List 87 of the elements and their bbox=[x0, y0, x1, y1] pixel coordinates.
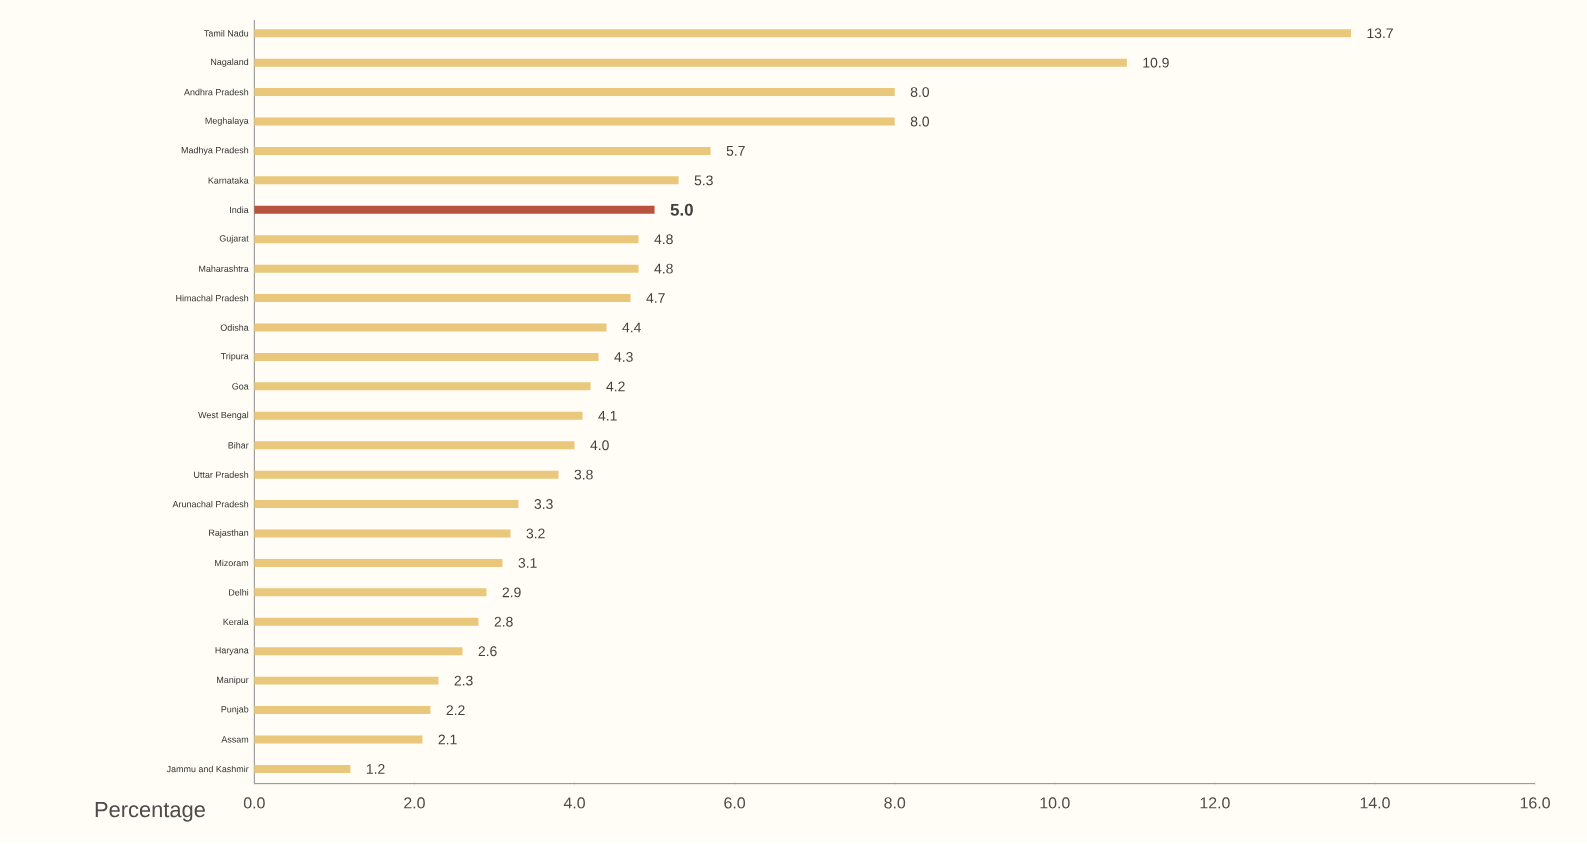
y-tick-label: Himachal Pradesh bbox=[176, 295, 249, 302]
bar bbox=[254, 647, 463, 656]
bar bbox=[254, 676, 439, 685]
y-tick-label: Kerala bbox=[223, 618, 249, 626]
bar bbox=[254, 382, 591, 391]
bar bbox=[254, 706, 431, 715]
y-tick-label: Delhi bbox=[229, 589, 249, 596]
y-tick-label: Assam bbox=[221, 736, 249, 743]
data-label: 2.3 bbox=[454, 675, 473, 686]
x-tick-label: 10.0 bbox=[1040, 797, 1070, 809]
y-tick-label: Madhya Pradesh bbox=[181, 146, 249, 156]
bar bbox=[254, 765, 351, 774]
bar bbox=[254, 470, 559, 479]
data-label: 3.3 bbox=[534, 499, 553, 510]
y-tick-label: India bbox=[230, 206, 249, 214]
data-label: 3.1 bbox=[518, 558, 537, 569]
data-label: 2.1 bbox=[438, 734, 457, 745]
data-label: 4.8 bbox=[654, 234, 673, 245]
data-label: 5.7 bbox=[726, 146, 745, 157]
x-tick-label: 8.0 bbox=[884, 797, 906, 809]
y-tick-label: Mizoram bbox=[215, 559, 249, 567]
x-tick-label: 16.0 bbox=[1520, 797, 1550, 809]
data-label: 1.2 bbox=[366, 764, 385, 775]
bar bbox=[254, 58, 1127, 67]
y-tick-label: Bihar bbox=[228, 442, 249, 449]
data-label: 4.1 bbox=[598, 411, 617, 421]
y-tick-label: Maharashtra bbox=[199, 265, 249, 273]
bar bbox=[254, 441, 575, 450]
x-tick-label: 4.0 bbox=[563, 797, 585, 809]
y-tick-label: Rajasthan bbox=[209, 529, 249, 538]
bar bbox=[254, 147, 711, 156]
data-label: 4.8 bbox=[654, 263, 673, 274]
data-label: 3.2 bbox=[526, 528, 545, 539]
data-label: 2.8 bbox=[494, 617, 513, 627]
y-tick-label: Jammu and Kashmir bbox=[166, 765, 249, 773]
y-tick-label: West Bengal bbox=[198, 411, 249, 421]
y-tick-label: Odisha bbox=[220, 324, 249, 332]
y-tick-label: Punjab bbox=[221, 706, 249, 715]
data-label: 4.3 bbox=[614, 352, 633, 363]
bar bbox=[254, 559, 503, 568]
bar bbox=[254, 618, 479, 626]
bar bbox=[254, 500, 519, 509]
x-tick-label: 6.0 bbox=[724, 797, 746, 809]
y-tick-label: Gujarat bbox=[219, 235, 249, 244]
bar bbox=[254, 88, 895, 97]
bar bbox=[254, 735, 423, 744]
bar bbox=[254, 176, 679, 185]
data-label: 5.0 bbox=[670, 204, 693, 216]
bar bbox=[254, 588, 487, 597]
x-tick-label: 14.0 bbox=[1360, 797, 1390, 809]
data-label: 10.9 bbox=[1143, 57, 1169, 68]
bar bbox=[254, 353, 599, 362]
y-tick-label: Andhra Pradesh bbox=[184, 89, 249, 96]
bar bbox=[254, 29, 1351, 38]
data-label: 4.0 bbox=[590, 440, 609, 451]
y-tick-label: Haryana bbox=[215, 647, 249, 656]
data-label: 2.6 bbox=[478, 646, 497, 657]
y-tick-label: Nagaland bbox=[211, 58, 249, 68]
x-tick-label: 0.0 bbox=[243, 797, 265, 809]
bar bbox=[254, 235, 639, 244]
bar bbox=[254, 206, 655, 215]
data-label: 8.0 bbox=[910, 116, 930, 127]
y-tick-label: Manipur bbox=[217, 676, 249, 686]
x-tick-label: 2.0 bbox=[404, 797, 425, 809]
x-axis-title: Percentage bbox=[95, 802, 205, 822]
y-tick-label: Arunachal Pradesh bbox=[172, 501, 249, 508]
data-label: 4.7 bbox=[646, 293, 665, 304]
data-label: 13.7 bbox=[1367, 28, 1393, 39]
bar bbox=[254, 294, 631, 303]
data-label: 2.2 bbox=[446, 705, 465, 716]
y-tick-label: Tamil Nadu bbox=[204, 30, 249, 37]
data-label: 4.4 bbox=[622, 322, 641, 333]
y-tick-label: Uttar Pradesh bbox=[194, 471, 249, 479]
y-tick-label: Goa bbox=[232, 383, 249, 390]
data-label: 4.2 bbox=[606, 381, 625, 392]
y-tick-label: Tripura bbox=[220, 352, 249, 362]
bar bbox=[254, 323, 607, 332]
bar bbox=[254, 412, 583, 420]
data-label: 8.0 bbox=[910, 87, 930, 98]
data-label: 3.8 bbox=[574, 469, 593, 480]
data-label: 2.9 bbox=[502, 587, 521, 598]
y-tick-label: Meghalaya bbox=[205, 117, 249, 126]
x-tick-label: 12.0 bbox=[1200, 797, 1230, 809]
data-label: 5.3 bbox=[694, 175, 713, 186]
bar bbox=[254, 264, 639, 273]
bar bbox=[254, 529, 511, 538]
y-tick-label: Karnataka bbox=[208, 177, 249, 184]
